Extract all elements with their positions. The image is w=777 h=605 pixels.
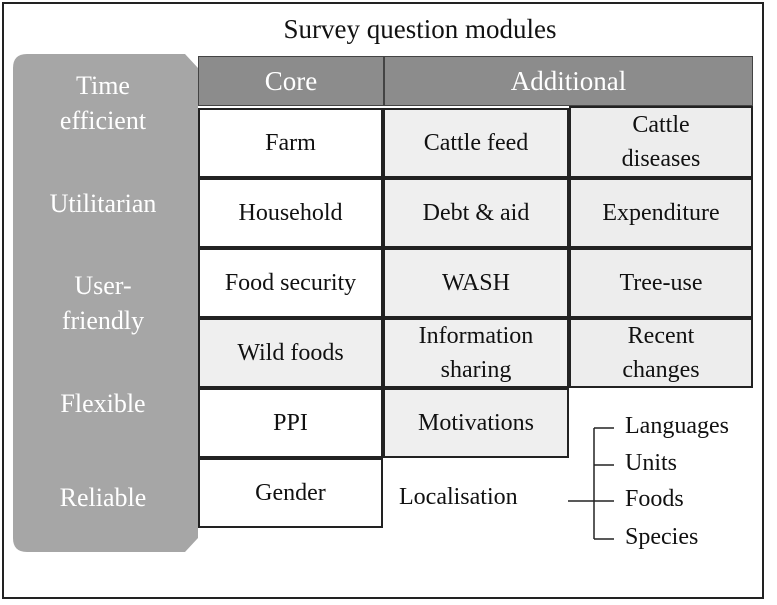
principle-time-efficient: Time efficient — [59, 71, 147, 135]
localisation-item-languages: Languages — [625, 413, 729, 439]
figure-title: Survey question modules — [283, 14, 557, 44]
module-expenditure: Expenditure — [569, 178, 753, 248]
module-information-sharing: Information sharing — [383, 318, 569, 388]
module-motivations: Motivations — [383, 388, 569, 458]
header-additional: Additional — [384, 56, 753, 106]
module-debt-aid: Debt & aid — [383, 178, 569, 248]
localisation-item-species: Species — [625, 524, 699, 550]
module-farm: Farm — [198, 108, 383, 178]
module-wild-foods: Wild foods — [198, 318, 383, 388]
module-tree-use: Tree-use — [569, 248, 753, 318]
principle-user-friendly: User- friendly — [61, 271, 145, 335]
module-household: Household — [198, 178, 383, 248]
module-recent-changes: Recent changes — [569, 318, 753, 388]
localisation-label: Localisation — [399, 484, 518, 510]
principles-sidebar: Time efficient Utilitarian User- friendl… — [13, 54, 198, 552]
module-gender: Gender — [198, 458, 383, 528]
module-food-security: Food security — [198, 248, 383, 318]
header-core: Core — [198, 56, 384, 106]
module-ppi: PPI — [198, 388, 383, 458]
localisation-bracket — [568, 427, 614, 540]
principle-flexible: Flexible — [60, 389, 146, 418]
principle-reliable: Reliable — [59, 483, 147, 512]
module-cattle-feed: Cattle feed — [383, 108, 569, 178]
principle-utilitarian: Utilitarian — [49, 189, 157, 218]
module-cattle-diseases: Cattle diseases — [569, 106, 753, 178]
localisation-item-foods: Foods — [625, 486, 684, 512]
localisation-item-units: Units — [625, 450, 678, 476]
module-wash: WASH — [383, 248, 569, 318]
sidebar-arrow-shape — [13, 54, 198, 552]
